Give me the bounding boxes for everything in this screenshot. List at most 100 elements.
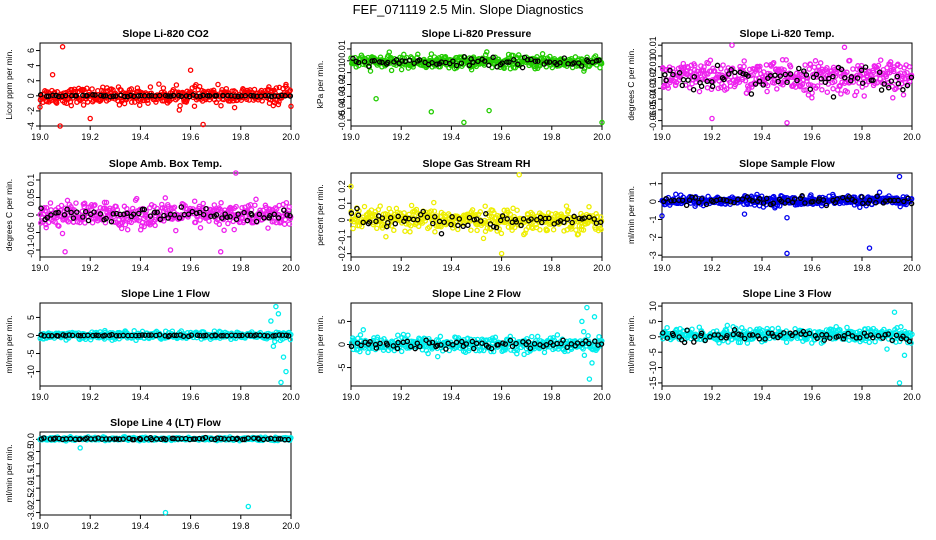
panel-6-xtick-label: 19.4	[753, 263, 771, 273]
panel-3-point-mean	[714, 62, 721, 69]
panel-3-point-mean	[670, 71, 676, 78]
panel-5-point-mean	[460, 223, 466, 230]
panel-8-point-individual	[589, 360, 595, 366]
panel-5-point-mean	[420, 208, 426, 215]
panel-4-point-individual	[218, 200, 224, 206]
panel-4-point-individual	[273, 206, 280, 212]
panel-1-point-individual	[187, 67, 194, 73]
panel-4-point-mean	[53, 210, 59, 216]
panel-3-point-individual	[809, 95, 815, 101]
panel-1-point-individual	[273, 85, 280, 91]
panel-3-xtick-label: 19.0	[653, 132, 671, 142]
panel-5-point-mean	[373, 218, 379, 225]
panel-9-point-mean	[681, 339, 688, 346]
panel-6-point-mean	[860, 200, 866, 207]
panel-5-point-individual	[391, 227, 397, 234]
panel-3-ytick-label: 0	[648, 53, 658, 58]
panel-6-point-mean	[679, 197, 686, 204]
panel-3-point-individual	[776, 66, 782, 72]
panel-3-point-individual	[900, 92, 907, 98]
panel-5-point-mean	[348, 210, 355, 217]
panel-3-point-individual	[846, 57, 853, 64]
panel-5-point-individual	[594, 213, 601, 220]
panel-1-point-mean	[242, 92, 249, 99]
panel-9-ytick-label: -15	[648, 376, 658, 389]
panel-3-point-mean	[904, 82, 911, 89]
panel-4-point-individual	[138, 223, 145, 229]
panel-2-point-individual	[367, 68, 374, 74]
panel-1-point-individual	[136, 102, 143, 108]
panel-1-point-mean	[204, 93, 211, 99]
panel-1-xtick-label: 19.0	[31, 132, 49, 142]
panel-3-point-individual	[749, 84, 755, 90]
panel-3-point-individual	[784, 77, 791, 84]
panel-1-point-mean	[59, 93, 65, 99]
panel-2-point-individual	[598, 60, 605, 67]
panel-6-point-mean	[770, 200, 777, 207]
panel-1-point-individual	[275, 101, 282, 108]
panel-6-point-individual	[751, 202, 758, 208]
panel-4-point-mean	[189, 208, 196, 215]
panel-2-ytick-label: 0.01	[337, 40, 347, 58]
panel-3-point-individual	[817, 60, 824, 66]
panel-4-point-mean	[227, 214, 233, 220]
panel-1-point-mean	[43, 93, 50, 99]
panel-6-point-mean	[760, 200, 767, 206]
panel-6-ytick-label: 0	[648, 199, 658, 204]
panel-9-point-individual	[783, 339, 790, 346]
panel-2-point-individual	[482, 52, 489, 58]
panel-5-point-individual	[432, 229, 438, 235]
panel-5-point-mean	[513, 219, 520, 225]
panel-3-point-mean	[813, 71, 820, 78]
panel-4-point-individual	[253, 196, 259, 203]
panel-9-point-individual	[744, 340, 751, 346]
panel-5-ytick-label: 0.2	[337, 180, 347, 193]
panel-5-point-individual	[597, 225, 603, 232]
panel-1-point-mean	[146, 93, 152, 99]
panel-4-point-individual	[286, 221, 293, 227]
panel-4-ytick-label: 0.1	[26, 174, 36, 187]
panel-6-point-mean	[873, 199, 879, 206]
panel-2-point-mean	[429, 59, 435, 66]
panel-8-point-individual	[437, 333, 444, 340]
panel-2-point-mean	[399, 58, 405, 64]
panel-4-xtick-label: 19.6	[182, 263, 200, 273]
panel-4-point-mean	[261, 215, 267, 221]
panel-1-point-individual	[288, 103, 294, 110]
panel-5-point-mean	[360, 219, 366, 226]
panel-1-point-individual	[128, 99, 135, 105]
panel-8-point-individual	[554, 332, 561, 338]
panel-1-point-individual	[191, 103, 198, 109]
panel-3-ytick-label: -0.06	[648, 110, 658, 131]
panel-5-ytick-label: 0.1	[337, 197, 347, 210]
panel-9-title: Slope Line 3 Flow	[743, 288, 833, 300]
panel-5-xtick-label: 19.4	[443, 263, 461, 273]
panel-3-point-mean	[822, 79, 829, 86]
panel-4-point-mean	[141, 206, 148, 213]
panel-1-point-mean	[206, 93, 213, 99]
panel-2-point-mean	[475, 58, 481, 65]
panel-7-point-individual	[268, 318, 274, 324]
panel-5-point-mean	[430, 220, 436, 227]
panel-5-point-mean	[569, 219, 575, 226]
panel-6-point-individual	[857, 204, 863, 211]
panel-1-point-individual	[218, 102, 224, 109]
panel-6-point-individual	[896, 173, 903, 180]
panel-4-point-mean	[233, 216, 240, 223]
panel-6-ytick-label: -2	[648, 233, 658, 241]
panel-5-point-mean	[490, 223, 497, 230]
panel-4-point-individual	[173, 227, 179, 234]
panel-2-point-mean	[578, 63, 585, 69]
panel-2-point-mean	[499, 60, 505, 66]
panel-2-point-individual	[386, 49, 393, 55]
panel-4-point-mean	[161, 212, 167, 219]
panel-5-point-individual	[573, 227, 579, 233]
panel-3-point-mean	[709, 83, 716, 90]
panel-5-point-mean	[424, 214, 431, 221]
panel-3-point-individual	[729, 42, 735, 48]
panel-4-point-individual	[124, 226, 131, 233]
panel-1-point-individual	[84, 85, 90, 91]
panel-4-point-mean	[157, 216, 163, 223]
panel-6-point-mean	[846, 194, 852, 200]
panel-1-point-individual	[49, 71, 56, 78]
